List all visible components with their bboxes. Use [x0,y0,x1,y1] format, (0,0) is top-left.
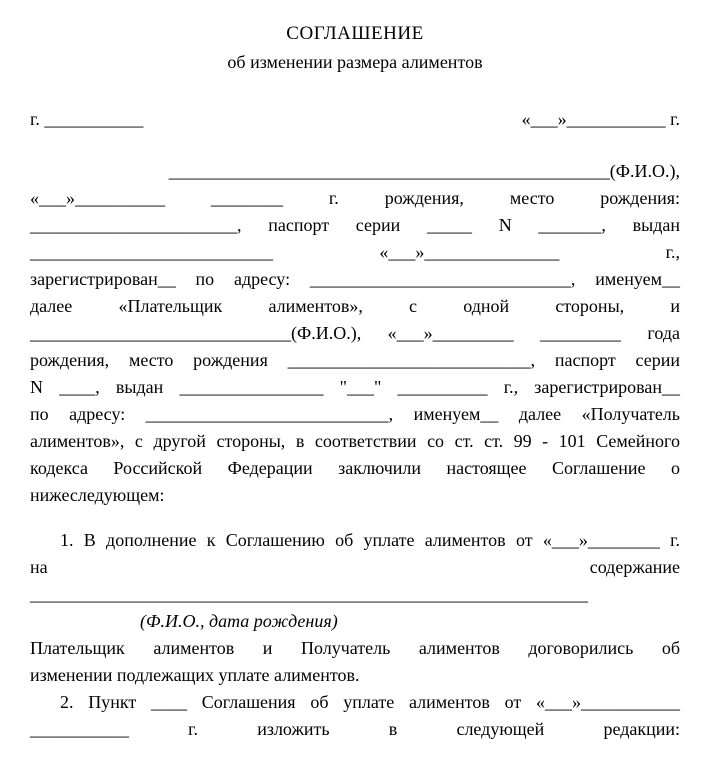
document-title: СОГЛАШЕНИЕ [30,20,680,49]
clause-2: 2. Пункт ____ Соглашения об уплате алиме… [30,689,680,743]
date-field: «___»___________ г. [522,106,680,133]
city-field: г. ___________ [30,106,143,133]
clause-1: 1. В дополнение к Соглашению об уплате а… [30,527,680,608]
document-subtitle: об изменении размера алиментов [30,49,680,76]
clause-1b: Плательщик алиментов и Получатель алимен… [30,635,680,689]
fio-note: (Ф.И.О., дата рождения) [30,608,680,635]
city-date-row: г. ___________ «___»___________ г. [30,106,680,133]
preamble-text: ________________________________________… [30,158,680,509]
